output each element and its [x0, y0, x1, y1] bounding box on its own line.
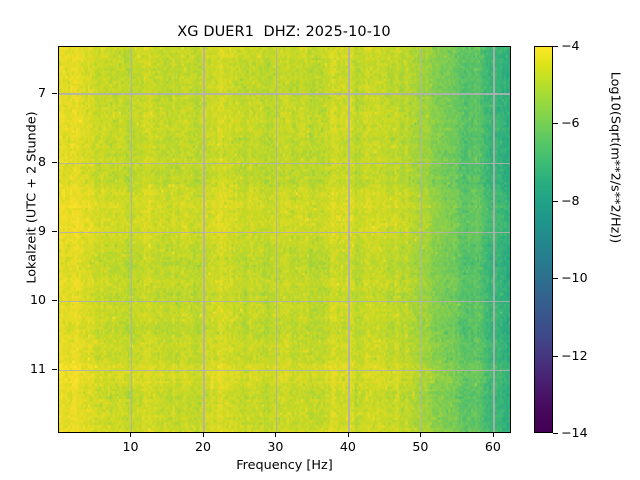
x-tickmark-60: [492, 433, 494, 437]
y-ticklabel-10: 10: [29, 292, 46, 308]
y-tickmark-10: [52, 300, 57, 302]
y-ticklabel-11: 11: [29, 361, 46, 377]
spectrogram-image: [59, 47, 510, 432]
colorbar-tickmark--8: [553, 200, 558, 202]
y-tickmark-7: [52, 92, 57, 94]
y-tickmark-8: [52, 162, 57, 164]
y-ticklabel-7: 7: [37, 84, 46, 100]
colorbar-ticklabel--12: −12: [561, 347, 588, 363]
x-ticklabel-30: 30: [267, 439, 284, 454]
x-ticklabel-60: 60: [484, 439, 501, 454]
colorbar-ticklabel--8: −8: [561, 192, 580, 208]
x-tickmark-50: [420, 433, 422, 437]
y-tickmark-9: [52, 231, 57, 233]
x-axis-label: Frequency [Hz]: [236, 458, 333, 473]
colorbar-label: Log10(Sqrt(m**2/s**2/Hz)): [607, 71, 623, 244]
spectrogram-axes: [58, 46, 511, 433]
y-ticklabel-8: 8: [37, 154, 46, 170]
x-ticklabel-10: 10: [122, 439, 139, 454]
colorbar-tickmark--14: [553, 433, 558, 434]
colorbar-ticklabel--14: −14: [561, 425, 588, 440]
y-axis-label: Lokalzeit (UTC + 2 Stunde): [24, 111, 40, 284]
x-ticklabel-50: 50: [412, 439, 429, 454]
colorbar-gradient: [535, 47, 552, 432]
colorbar-tickmark--6: [553, 123, 558, 125]
y-tickmark-11: [52, 369, 57, 371]
x-ticklabel-20: 20: [194, 439, 211, 454]
colorbar: [534, 46, 553, 433]
x-ticklabel-40: 40: [339, 439, 356, 454]
colorbar-tickmark--12: [553, 355, 558, 357]
colorbar-tickmark--4: [553, 46, 558, 47]
figure-title: XG DUER1 DHZ: 2025-10-10: [177, 24, 391, 40]
y-ticklabel-9: 9: [37, 223, 46, 239]
colorbar-ticklabel--6: −6: [561, 115, 580, 131]
x-tickmark-20: [202, 433, 204, 437]
colorbar-ticklabel--4: −4: [561, 38, 580, 53]
x-tickmark-30: [275, 433, 277, 437]
x-tickmark-10: [130, 433, 132, 437]
colorbar-ticklabel--10: −10: [561, 270, 588, 286]
colorbar-tickmark--10: [553, 278, 558, 280]
x-tickmark-40: [347, 433, 349, 437]
